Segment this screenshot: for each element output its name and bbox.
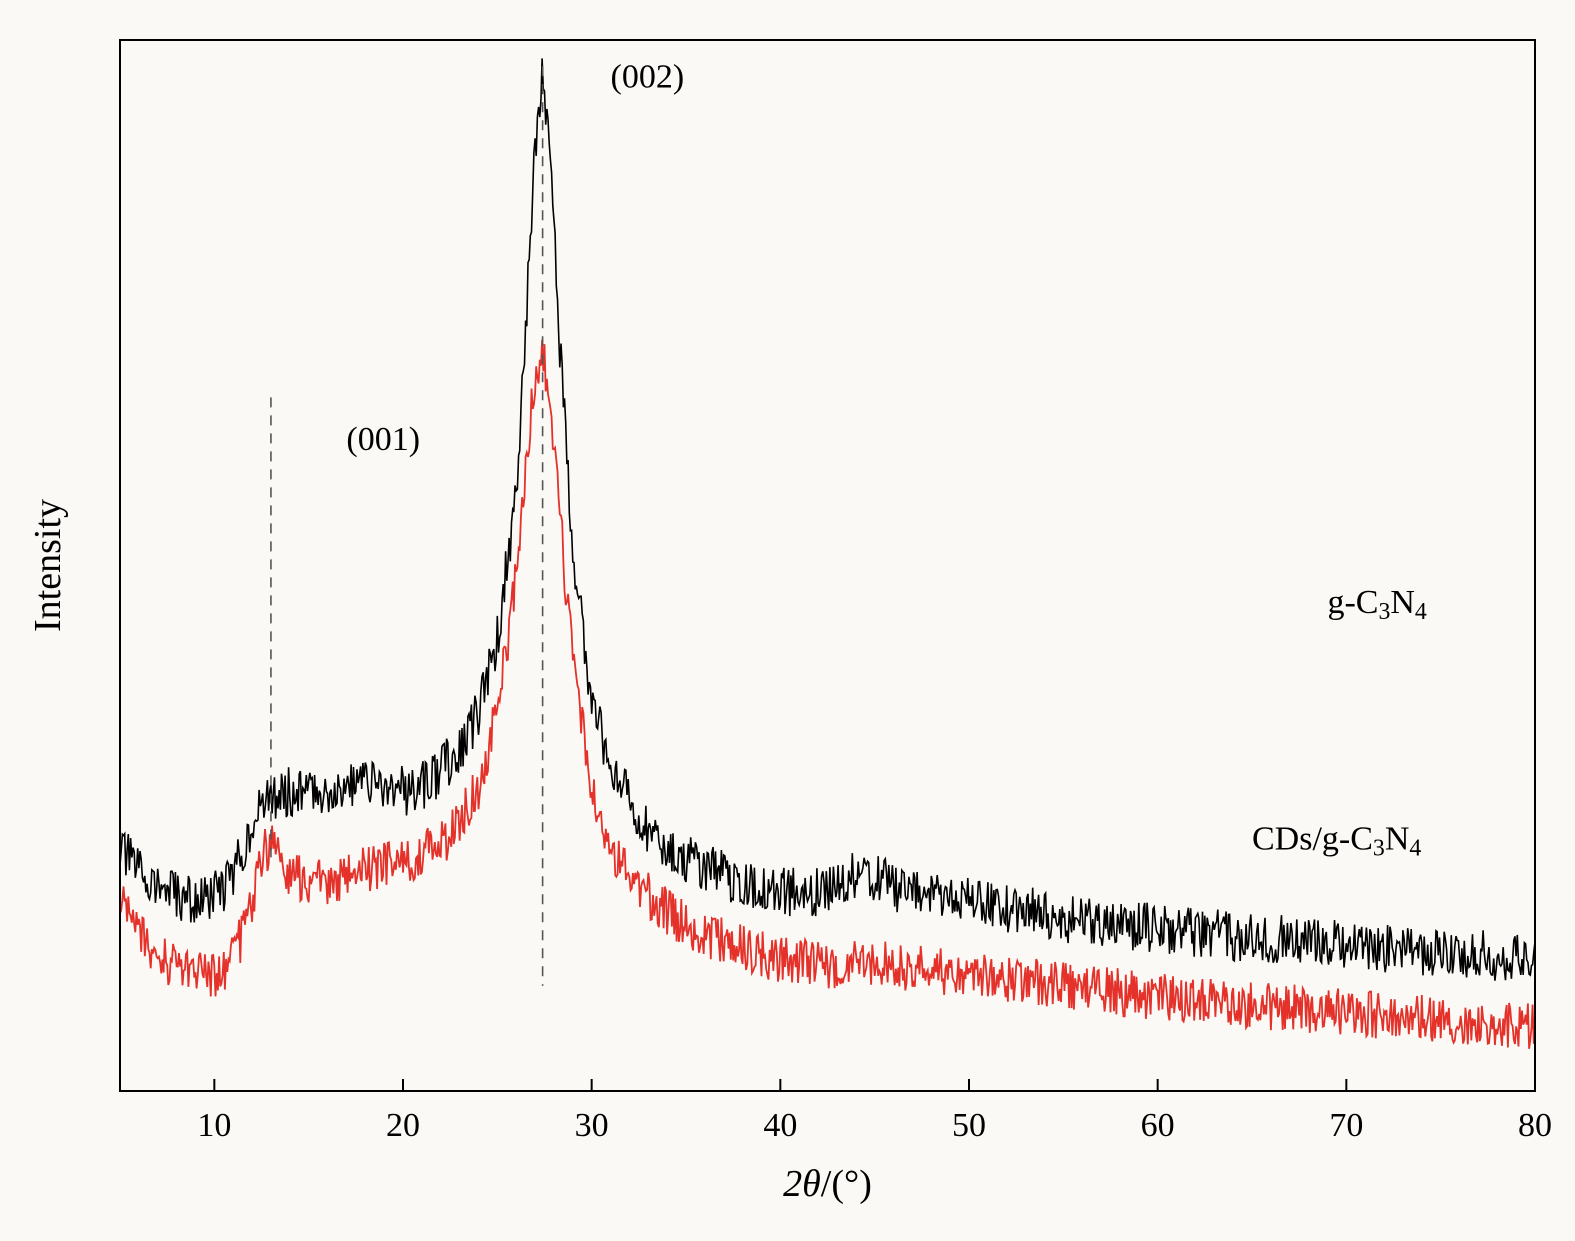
reflection-label: (002) bbox=[611, 58, 685, 95]
xrd-chart: (001) (002) g-C3N4 CDs/g-C3N4 10 20 30 40 50 60 70… bbox=[0, 0, 1575, 1236]
y-axis-label: Intensity bbox=[27, 499, 69, 632]
reflection-label: (001) bbox=[346, 421, 420, 458]
xtick-label: 60 bbox=[1141, 1107, 1175, 1144]
xtick-label: 30 bbox=[575, 1107, 609, 1144]
xtick-label: 10 bbox=[197, 1107, 231, 1144]
xtick-label: 70 bbox=[1329, 1107, 1363, 1144]
xtick-label: 80 bbox=[1518, 1107, 1552, 1144]
xtick-label: 20 bbox=[386, 1107, 420, 1144]
chart-svg: (001) (002) g-C3N4 CDs/g-C3N4 10 20 30 40 50 60 70… bbox=[0, 0, 1575, 1236]
series-label: g-C3N4 bbox=[1327, 584, 1426, 625]
x-axis-label: 2θ/(°) bbox=[783, 1163, 872, 1205]
series-label: CDs/g-C3N4 bbox=[1252, 820, 1421, 861]
xtick-label: 40 bbox=[763, 1107, 797, 1144]
xtick-label: 50 bbox=[952, 1107, 986, 1144]
